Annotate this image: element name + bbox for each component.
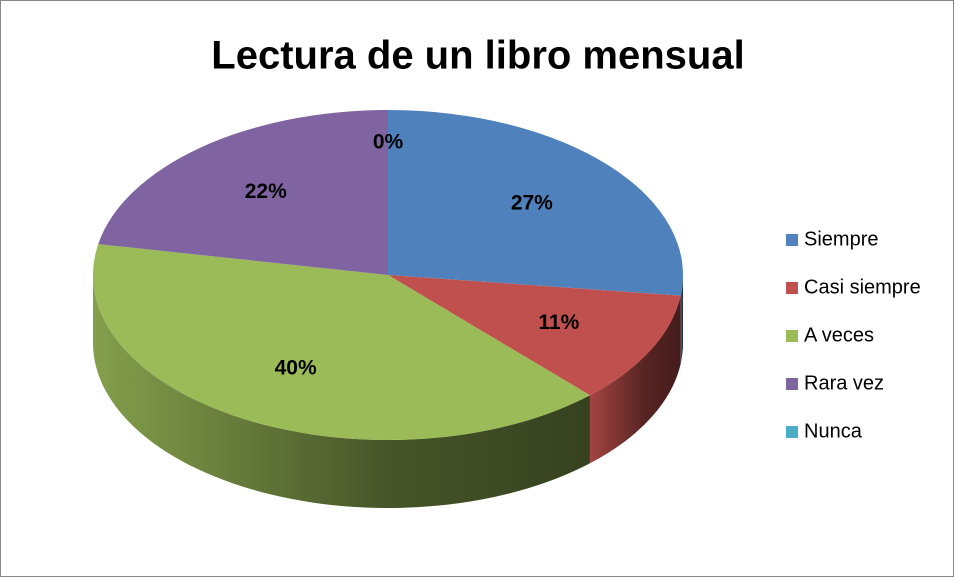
data-label: 22%	[245, 180, 287, 203]
legend-label: Casi siempre	[804, 276, 921, 298]
legend-label: Siempre	[804, 228, 878, 250]
slice-side-shade	[680, 275, 683, 364]
chart-title: Lectura de un libro mensual	[211, 34, 744, 78]
slice	[388, 110, 683, 296]
slice	[388, 275, 681, 396]
legend-label: Nunca	[804, 420, 863, 442]
data-label: 40%	[275, 357, 317, 380]
slice	[93, 244, 590, 440]
legend-swatch	[786, 426, 798, 438]
legend-swatch	[786, 330, 798, 342]
slice-side-shade	[93, 275, 590, 508]
legend-swatch	[786, 378, 798, 390]
legend-swatch	[786, 282, 798, 294]
slice-side-shade	[589, 295, 681, 464]
legend-label: A veces	[804, 324, 874, 346]
data-label: 27%	[511, 192, 553, 215]
data-label: 11%	[538, 311, 579, 334]
slice	[98, 110, 389, 275]
legend-label: Rara vez	[804, 372, 884, 394]
data-label: 0%	[373, 131, 404, 154]
legend-swatch	[786, 234, 798, 246]
